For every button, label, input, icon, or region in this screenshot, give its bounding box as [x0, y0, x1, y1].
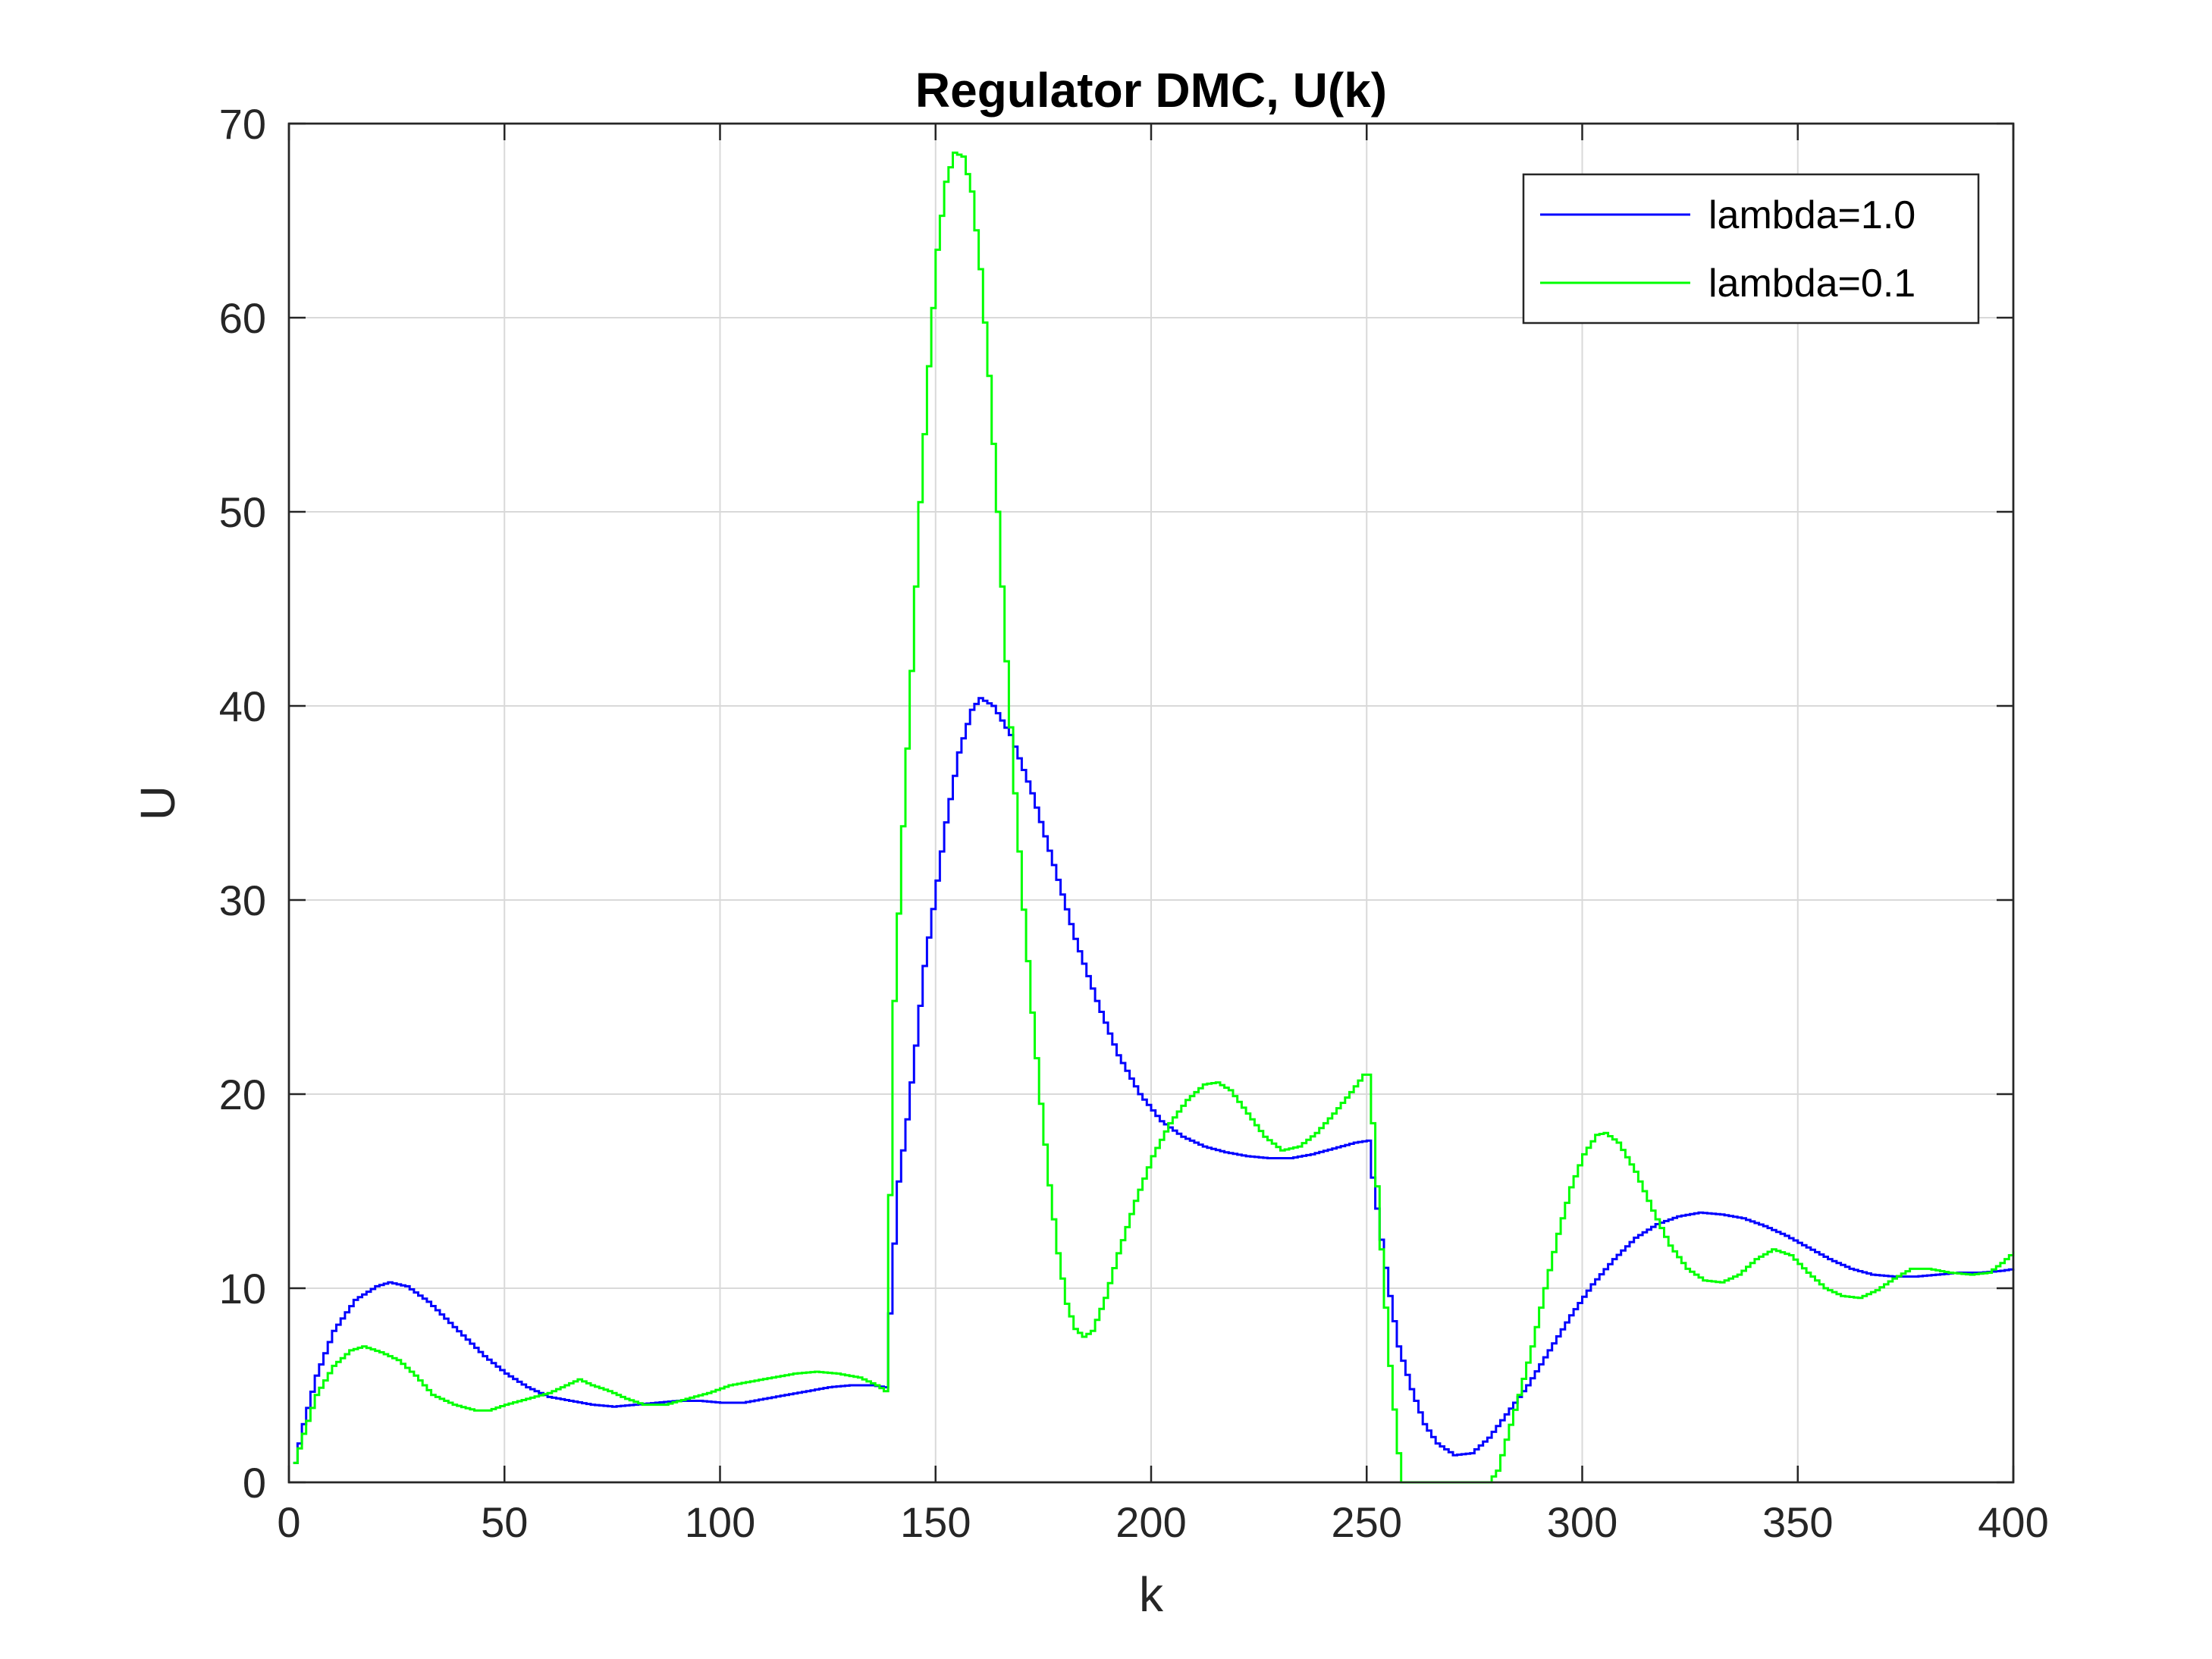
x-tick-label: 250 [1332, 1498, 1402, 1546]
y-tick-label: 20 [219, 1071, 266, 1118]
series-line-1 [293, 697, 2015, 1464]
x-tick-label: 350 [1762, 1498, 1833, 1546]
legend-label: lambda=1.0 [1708, 193, 1915, 237]
x-tick-label: 50 [481, 1498, 528, 1546]
y-tick-label: 10 [219, 1265, 266, 1312]
y-tick-label: 70 [219, 100, 266, 148]
grid-lines [289, 124, 2013, 1482]
x-tick-label: 0 [277, 1498, 300, 1546]
x-tick-label: 200 [1115, 1498, 1186, 1546]
x-tick-label: 150 [900, 1498, 971, 1546]
x-tick-label: 300 [1547, 1498, 1617, 1546]
x-tick-label: 100 [685, 1498, 755, 1546]
x-tick-label: 400 [1978, 1498, 2048, 1546]
y-axis-label: U [130, 786, 185, 820]
y-tick-label: 0 [243, 1459, 266, 1507]
series-layer [293, 151, 2015, 1484]
chart-title: Regulator DMC, U(k) [915, 63, 1387, 118]
legend: lambda=1.0 lambda=0.1 [1522, 173, 1980, 325]
legend-items: lambda=1.0 lambda=0.1 [1540, 193, 1915, 306]
y-tick-label: 60 [219, 294, 266, 342]
tick-labels: 0 50 100 150 200 250 300 350 400 0 10 20 30 40 50 60 70 [219, 100, 2049, 1546]
y-tick-label: 30 [219, 877, 266, 924]
x-axis-label: k [1139, 1567, 1164, 1622]
y-tick-label: 40 [219, 682, 266, 730]
ticks [287, 122, 2015, 1484]
legend-box [1522, 173, 1980, 325]
y-tick-label: 50 [219, 488, 266, 536]
series-line-2 [293, 151, 2015, 1484]
legend-label: lambda=0.1 [1708, 262, 1915, 306]
